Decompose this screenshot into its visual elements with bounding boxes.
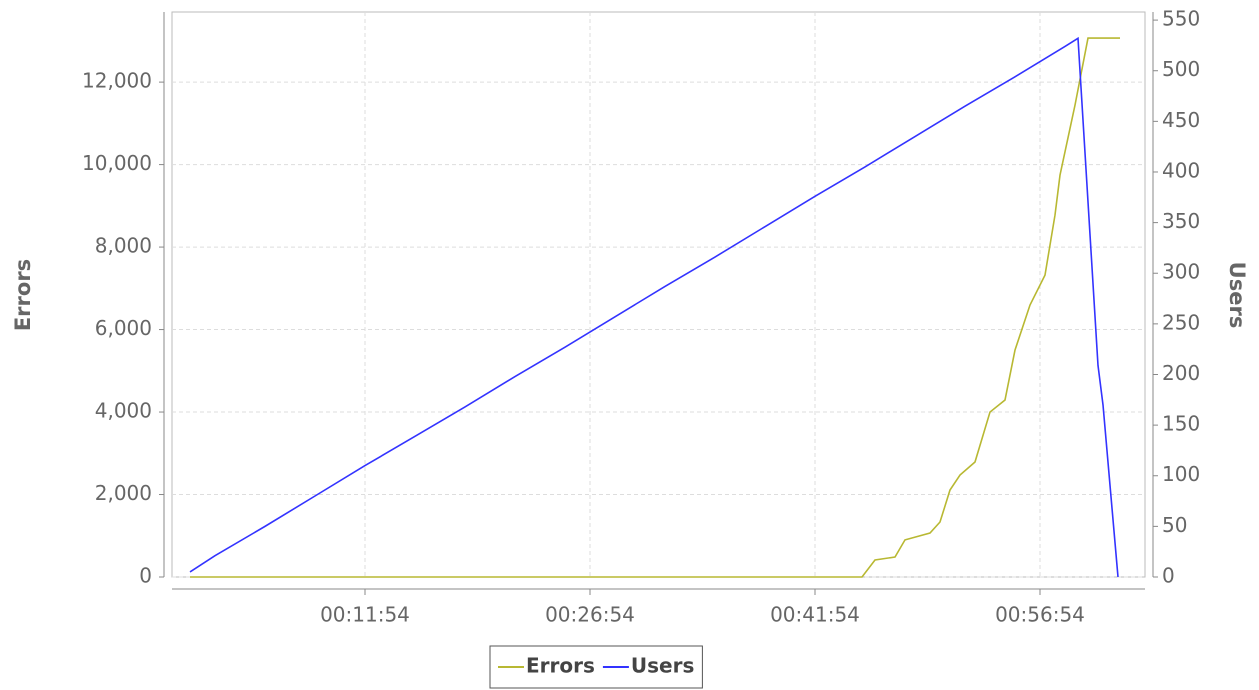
y2-axis-title: Users — [1225, 262, 1249, 329]
y2-tick-label: 550 — [1162, 7, 1200, 31]
line-series — [189, 36, 1119, 578]
x-tick-label: 00:56:54 — [995, 603, 1085, 627]
x-tick-label: 00:41:54 — [770, 603, 860, 627]
y-tick-label: 2,000 — [95, 481, 152, 505]
y2-tick-label: 500 — [1162, 57, 1200, 81]
y2-tick-label: 350 — [1162, 209, 1200, 233]
y-axis-title: Errors — [11, 259, 35, 331]
y2-tick-label: 300 — [1162, 260, 1200, 284]
x-tick-label: 00:11:54 — [320, 603, 410, 627]
plot-area — [171, 11, 1146, 578]
y2-tick-label: 450 — [1162, 108, 1200, 132]
y-tick-label: 8,000 — [95, 234, 152, 258]
y2-tick-label: 0 — [1162, 564, 1175, 588]
line-series — [190, 37, 1120, 578]
y-tick-label: 0 — [139, 564, 152, 588]
y2-tick-label: 150 — [1162, 412, 1200, 436]
legend — [489, 645, 703, 689]
y-tick-label: 6,000 — [95, 316, 152, 340]
y2-tick-label: 250 — [1162, 310, 1200, 334]
legend-label: Users — [631, 654, 694, 678]
y-tick-label: 12,000 — [82, 69, 152, 93]
x-tick-label: 00:26:54 — [545, 603, 635, 627]
y-tick-label: 4,000 — [95, 399, 152, 423]
y2-tick-label: 100 — [1162, 462, 1200, 486]
legend-label: Errors — [526, 654, 595, 678]
y2-tick-label: 400 — [1162, 158, 1200, 182]
y2-tick-label: 200 — [1162, 361, 1200, 385]
y-tick-label: 10,000 — [82, 151, 152, 175]
y2-tick-label: 50 — [1162, 513, 1187, 537]
